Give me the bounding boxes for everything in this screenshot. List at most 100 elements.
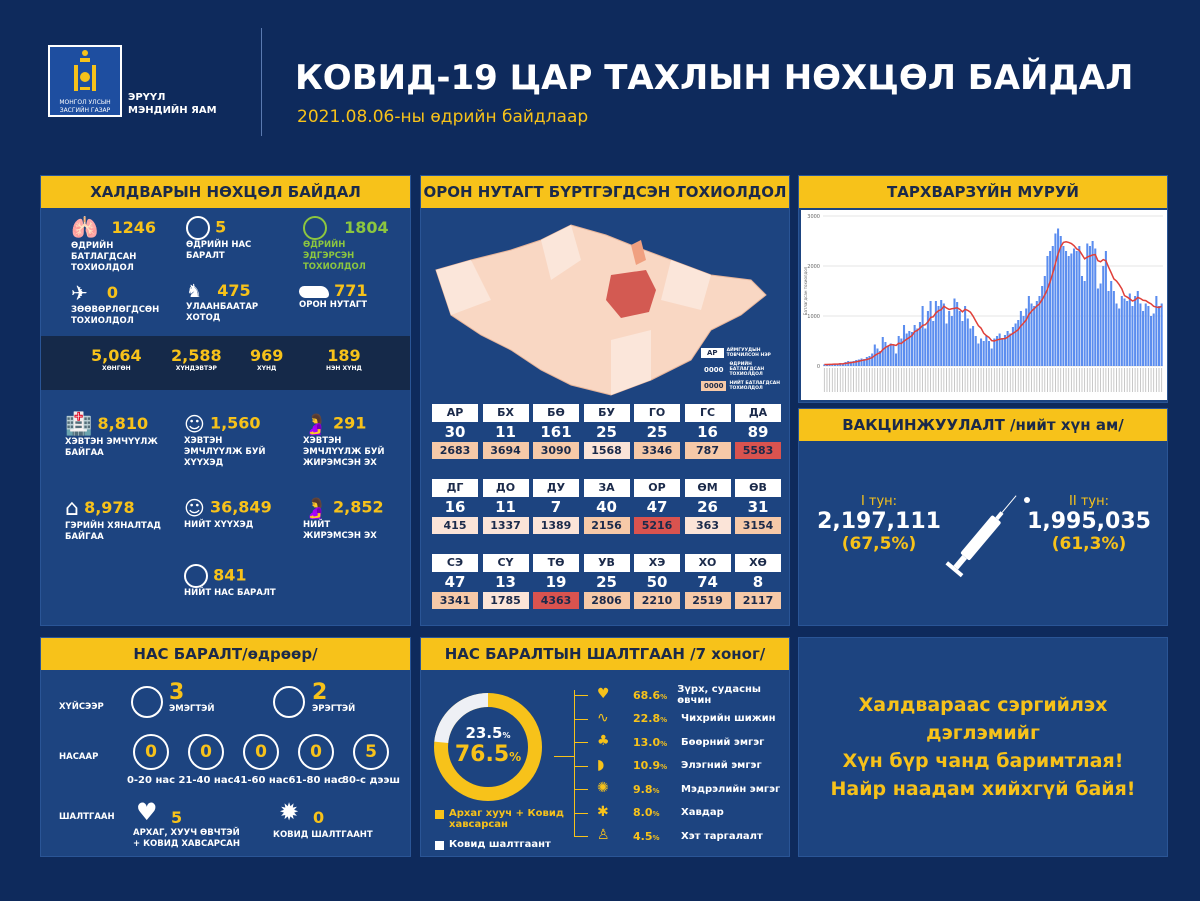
panel-title: НАС БАРАЛТЫН ШАЛТГААН /7 хоног/ <box>421 638 789 670</box>
bar <box>1107 291 1110 366</box>
region-total: 787 <box>684 442 731 459</box>
bar <box>934 301 937 366</box>
bar <box>945 323 948 366</box>
region-total: 2806 <box>583 592 630 609</box>
region-БӨ: БӨ 161 3090 <box>533 404 579 459</box>
bar <box>871 353 874 366</box>
cause-pct: 22.8% <box>633 712 668 725</box>
bar <box>860 358 863 366</box>
region-total: 2210 <box>634 592 680 609</box>
bracket-tick <box>574 812 588 814</box>
bar <box>1054 233 1057 366</box>
region-code: ДА <box>735 404 781 422</box>
bar <box>1131 306 1134 366</box>
region-daily: 40 <box>596 498 617 516</box>
vaccination-panel: ВАКЦИНЖУУЛАЛТ /нийт хүн ам/ I тун: 2,197… <box>798 408 1168 626</box>
logo-text: МОНГОЛ УЛСЫН ЗАСГИЙН ГАЗАР <box>59 99 111 114</box>
bracket-tick <box>574 742 588 743</box>
bar <box>879 351 882 366</box>
male-deaths: 2 ЭРЭГТЭЙ <box>312 680 356 715</box>
bar <box>958 311 961 366</box>
hospitalized-pregnant: 🤰 291 ХЭВТЭН ЭМЧЛҮҮЛЖ БУЙ ЖИРЭМСЭН ЭХ <box>303 412 385 468</box>
bar <box>977 343 980 366</box>
bar <box>841 363 844 366</box>
bar <box>1096 288 1099 366</box>
bar <box>1001 338 1004 366</box>
epi-curve-chart: 0 1000 2000 3000 Батлагдсан тохиолдол <box>801 210 1167 400</box>
bar <box>1030 303 1033 366</box>
region-total: 1389 <box>533 517 579 534</box>
pregnant-icon: 🤰 <box>303 496 328 520</box>
panel-title: НАС БАРАЛТ/өдрөөр/ <box>41 638 410 670</box>
daily-recovered: 1804 ӨДРИЙН ЭДГЭРСЭН ТОХИОЛДОЛ <box>303 216 389 272</box>
bar <box>921 306 924 366</box>
bar <box>902 325 906 366</box>
y-tick-label: 0 <box>817 364 820 370</box>
total-pregnant: 🤰 2,852 НИЙТ ЖИРЭМСЭН ЭХ <box>303 496 384 541</box>
bar <box>980 338 983 366</box>
bar <box>924 328 927 366</box>
tumor-icon: ✱ <box>597 803 609 820</box>
region-daily: 19 <box>545 573 567 591</box>
region-daily: 161 <box>540 423 572 441</box>
bar <box>1160 303 1163 366</box>
daily-deaths-panel: НАС БАРАЛТ/өдрөөр/ ХҮЙСЭЭР 3 ЭМЭГТЭЙ 2 ЭРЭ… <box>40 637 411 857</box>
bar <box>1144 303 1147 366</box>
region-code: СЭ <box>432 554 478 572</box>
region-total: 2156 <box>583 517 630 534</box>
region-code: ЗА <box>583 479 630 497</box>
region-code: ТӨ <box>533 554 579 572</box>
cause-label: Бөөрний эмгэг <box>681 736 765 748</box>
bar <box>1065 251 1068 366</box>
imported-cases: ✈ 0 ЗӨӨВӨРЛӨГДСӨН ТОХИОЛДОЛ <box>71 281 160 326</box>
bar <box>1134 296 1137 366</box>
region-total: 3341 <box>432 592 478 609</box>
bar <box>849 361 852 366</box>
bar <box>881 337 884 366</box>
virus-icon: ✹ <box>279 798 300 826</box>
bar <box>916 328 919 366</box>
region-code: ДО <box>482 479 529 497</box>
bar <box>995 336 999 366</box>
bar <box>1051 246 1054 366</box>
liver-icon: ◗ <box>597 756 605 773</box>
bar <box>908 331 911 366</box>
bar <box>964 306 967 366</box>
region-total: 3154 <box>735 517 781 534</box>
region-code: ХЭ <box>634 554 680 572</box>
bar <box>974 336 977 366</box>
region-ГС: ГС 16 787 <box>684 404 731 459</box>
region-daily: 25 <box>646 423 668 441</box>
covid-deaths-label: КОВИД ШАЛТГААНТ <box>273 830 373 840</box>
moving-average-line <box>824 240 1162 366</box>
region-СЭ: СЭ 47 3341 <box>432 554 478 609</box>
panel-title: ОРОН НУТАГТ БҮРТГЭГДСЭН ТОХИОЛДОЛ <box>421 176 789 208</box>
ulaanbaatar-cases: ♞ 475 УЛААНБААТАР ХОТОД <box>186 281 259 323</box>
region-БУ: БУ 25 1568 <box>583 404 630 459</box>
map-region-low <box>436 225 711 395</box>
region-total: 2683 <box>432 442 478 459</box>
chronic-deaths-label: АРХАГ, ХУУЧ ӨВЧТЭЙ + КОВИД ХАВСАРСАН <box>133 828 240 849</box>
region-code: СҮ <box>482 554 529 572</box>
kidney-icon: ♣ <box>597 733 610 749</box>
region-code: БХ <box>482 404 529 422</box>
bar <box>1102 266 1105 366</box>
bar <box>950 316 953 366</box>
soyombo-icon <box>74 50 96 91</box>
region-БХ: БХ 11 3694 <box>482 404 529 459</box>
bar <box>1088 246 1091 366</box>
bar <box>998 333 1001 366</box>
bar <box>1136 291 1139 366</box>
pregnant-icon: 🤰 <box>303 412 328 436</box>
region-ГО: ГО 25 3346 <box>634 404 680 459</box>
region-daily: 11 <box>495 423 516 441</box>
panel-title: ВАКЦИНЖУУЛАЛТ /нийт хүн ам/ <box>799 409 1167 441</box>
panel-title: ХАЛДВАРЫН НӨХЦӨЛ БАЙДАЛ <box>41 176 410 208</box>
region-ЗА: ЗА 40 2156 <box>583 479 630 534</box>
hospitalized-children: ☺ 1,560 ХЭВТЭН ЭМЧЛҮҮЛЖ БУЙ ХҮҮХЭД <box>184 412 266 468</box>
age-label: 21-40 нас <box>178 775 234 786</box>
bar <box>884 342 887 366</box>
bar <box>892 345 895 366</box>
severity-mild: 5,064 ХӨНГӨН <box>91 346 142 372</box>
y-axis-label: Батлагдсан тохиолдол <box>803 266 808 315</box>
